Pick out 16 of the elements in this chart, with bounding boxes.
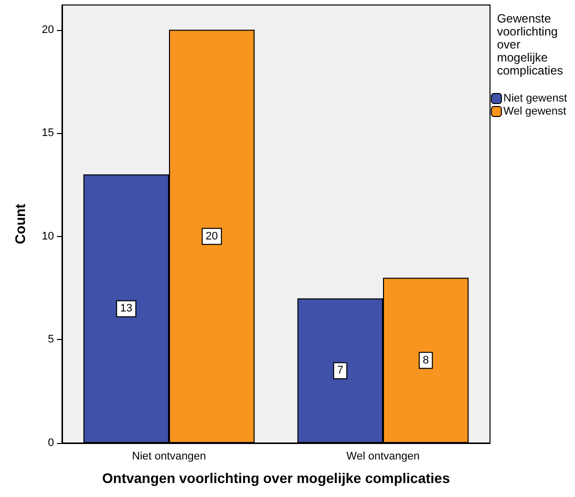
y-tick-label: 15 xyxy=(42,127,54,140)
data-label: 7 xyxy=(337,364,344,377)
y-tick-label: 20 xyxy=(42,24,54,36)
data-label: 13 xyxy=(120,302,132,315)
y-tick-label: 0 xyxy=(48,437,54,449)
data-label: 20 xyxy=(206,230,218,242)
legend-title: Gewenste voorlichting over mogelijke complicaties xyxy=(496,12,564,78)
x-axis-title: Ontvangen voorlichting over mogelijke complicaties xyxy=(102,470,450,486)
y-tick-label: 5 xyxy=(48,334,54,346)
x-tick-label: Niet ontvangen xyxy=(132,450,206,462)
data-label: 8 xyxy=(422,354,429,366)
y-tick-label: 10 xyxy=(42,230,54,242)
legend-label: Niet gewenst xyxy=(503,92,568,104)
x-tick-label: Wel ontvangen xyxy=(346,450,420,462)
legend-label: Wel gewenst xyxy=(503,106,566,118)
y-axis-title: Count xyxy=(12,203,28,244)
